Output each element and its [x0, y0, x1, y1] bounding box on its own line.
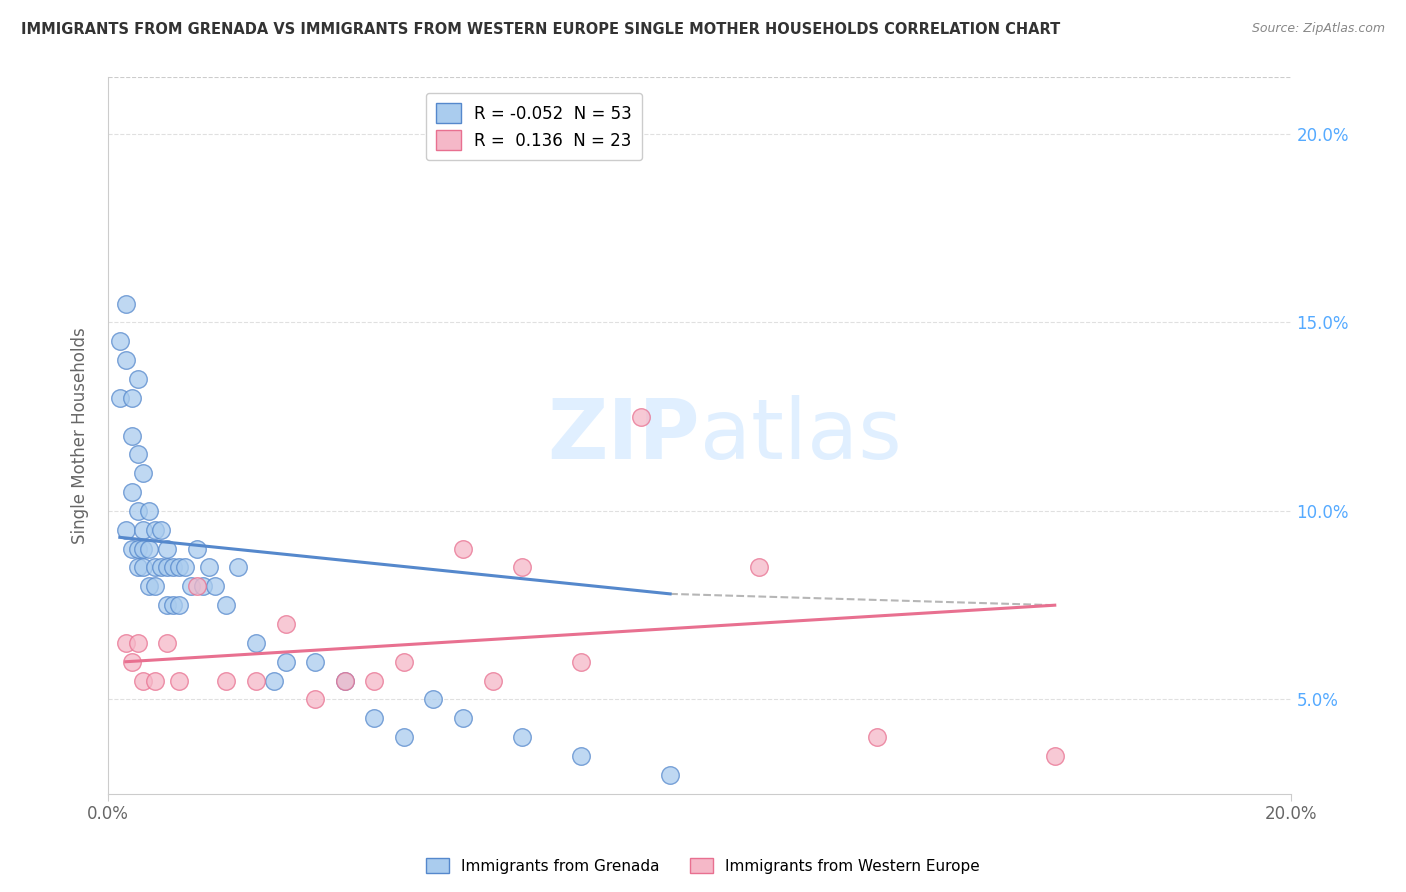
- Point: [245, 673, 267, 688]
- Point: [186, 541, 208, 556]
- Point: [132, 673, 155, 688]
- Point: [143, 579, 166, 593]
- Point: [138, 541, 160, 556]
- Point: [392, 730, 415, 744]
- Point: [167, 673, 190, 688]
- Text: atlas: atlas: [700, 395, 901, 476]
- Point: [215, 673, 238, 688]
- Point: [162, 598, 184, 612]
- Text: IMMIGRANTS FROM GRENADA VS IMMIGRANTS FROM WESTERN EUROPE SINGLE MOTHER HOUSEHOL: IMMIGRANTS FROM GRENADA VS IMMIGRANTS FR…: [21, 22, 1060, 37]
- Point: [167, 560, 190, 574]
- Point: [569, 749, 592, 764]
- Point: [114, 296, 136, 310]
- Point: [143, 523, 166, 537]
- Point: [481, 673, 503, 688]
- Point: [114, 353, 136, 368]
- Point: [204, 579, 226, 593]
- Point: [121, 485, 143, 500]
- Point: [866, 730, 889, 744]
- Point: [363, 673, 385, 688]
- Point: [659, 768, 682, 782]
- Point: [132, 560, 155, 574]
- Point: [167, 598, 190, 612]
- Point: [156, 636, 179, 650]
- Point: [510, 560, 533, 574]
- Point: [121, 655, 143, 669]
- Point: [1043, 749, 1066, 764]
- Point: [630, 409, 652, 424]
- Point: [392, 655, 415, 669]
- Point: [150, 560, 173, 574]
- Point: [422, 692, 444, 706]
- Y-axis label: Single Mother Households: Single Mother Households: [72, 327, 89, 544]
- Point: [304, 692, 326, 706]
- Point: [127, 636, 149, 650]
- Point: [510, 730, 533, 744]
- Point: [274, 655, 297, 669]
- Point: [143, 673, 166, 688]
- Point: [121, 541, 143, 556]
- Point: [274, 617, 297, 632]
- Point: [127, 560, 149, 574]
- Point: [132, 541, 155, 556]
- Legend: Immigrants from Grenada, Immigrants from Western Europe: Immigrants from Grenada, Immigrants from…: [420, 852, 986, 880]
- Point: [108, 334, 131, 349]
- Point: [162, 560, 184, 574]
- Point: [174, 560, 197, 574]
- Text: Source: ZipAtlas.com: Source: ZipAtlas.com: [1251, 22, 1385, 36]
- Point: [156, 598, 179, 612]
- Point: [156, 541, 179, 556]
- Point: [197, 560, 219, 574]
- Point: [748, 560, 770, 574]
- Point: [363, 711, 385, 725]
- Legend: R = -0.052  N = 53, R =  0.136  N = 23: R = -0.052 N = 53, R = 0.136 N = 23: [426, 93, 643, 161]
- Point: [114, 636, 136, 650]
- Point: [138, 579, 160, 593]
- Point: [304, 655, 326, 669]
- Point: [191, 579, 214, 593]
- Point: [226, 560, 249, 574]
- Point: [132, 467, 155, 481]
- Point: [215, 598, 238, 612]
- Point: [569, 655, 592, 669]
- Point: [451, 541, 474, 556]
- Point: [186, 579, 208, 593]
- Point: [127, 541, 149, 556]
- Point: [150, 523, 173, 537]
- Point: [114, 523, 136, 537]
- Point: [451, 711, 474, 725]
- Point: [333, 673, 356, 688]
- Point: [127, 447, 149, 461]
- Point: [180, 579, 202, 593]
- Text: ZIP: ZIP: [547, 395, 700, 476]
- Point: [143, 560, 166, 574]
- Point: [333, 673, 356, 688]
- Point: [138, 504, 160, 518]
- Point: [263, 673, 285, 688]
- Point: [156, 560, 179, 574]
- Point: [121, 428, 143, 442]
- Point: [108, 391, 131, 405]
- Point: [132, 523, 155, 537]
- Point: [127, 504, 149, 518]
- Point: [127, 372, 149, 386]
- Point: [121, 391, 143, 405]
- Point: [245, 636, 267, 650]
